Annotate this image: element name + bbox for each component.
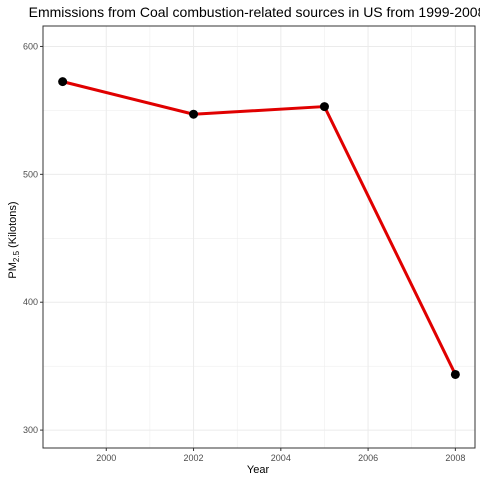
grid-minor <box>43 26 475 448</box>
x-tick-label: 2004 <box>271 453 291 463</box>
x-axis: 2000 2002 2004 2006 2008 <box>96 448 465 463</box>
data-point <box>58 77 68 87</box>
y-tick-label: 600 <box>23 41 38 51</box>
grid-major <box>43 26 475 448</box>
series-line <box>61 80 457 376</box>
y-tick-label: 400 <box>23 297 38 307</box>
x-tick-label: 2002 <box>184 453 204 463</box>
data-point <box>189 109 199 119</box>
y-axis-label-unit: (Kilotons) <box>7 201 19 251</box>
x-tick-label: 2008 <box>445 453 465 463</box>
chart-title: Emmissions from Coal combustion-related … <box>29 4 480 20</box>
x-axis-label: Year <box>247 464 270 476</box>
y-axis: 300 400 500 600 <box>23 41 43 435</box>
y-tick-label: 500 <box>23 169 38 179</box>
data-point <box>319 102 329 112</box>
y-axis-label-subscript: 2.5 <box>12 250 21 262</box>
data-point <box>450 369 460 379</box>
x-tick-label: 2000 <box>96 453 116 463</box>
y-axis-label: PM2.5 (Kilotons) <box>7 201 21 278</box>
panel-border <box>42 25 476 449</box>
x-tick-label: 2006 <box>358 453 378 463</box>
series-line-group <box>61 80 457 376</box>
y-axis-label-main: PM <box>7 262 19 279</box>
series-points-group <box>58 77 460 379</box>
y-tick-label: 300 <box>23 425 38 435</box>
